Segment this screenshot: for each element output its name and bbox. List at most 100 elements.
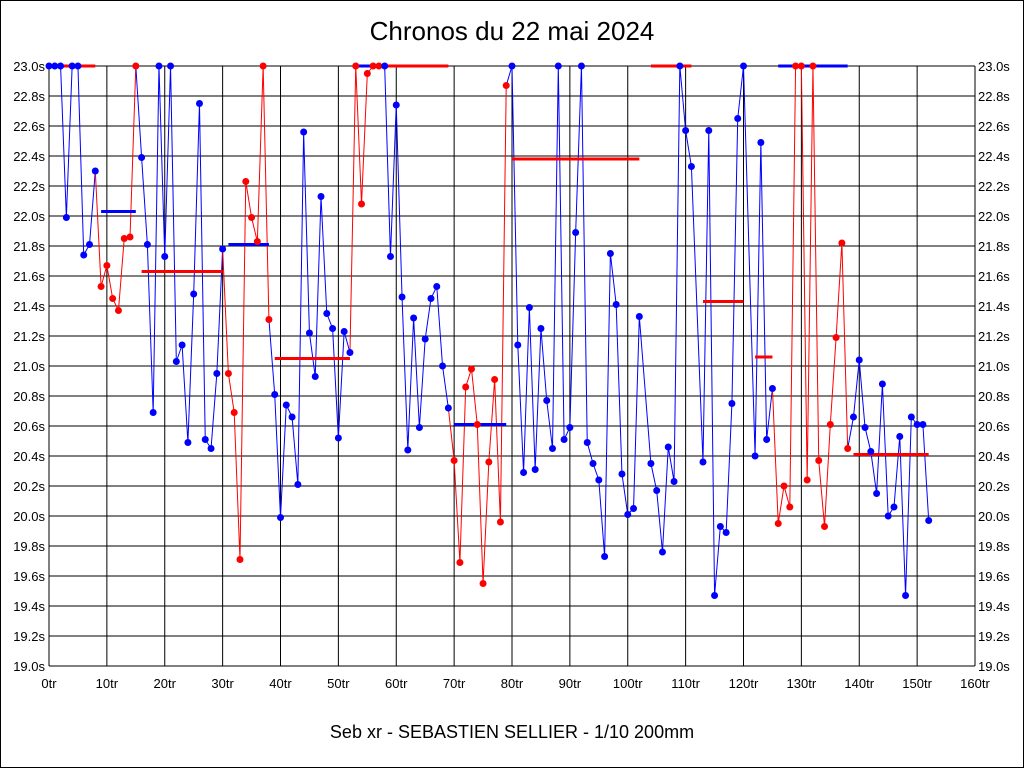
- lap-point: [271, 391, 279, 398]
- lap-point: [797, 62, 805, 70]
- lap-point: [740, 62, 747, 70]
- y-tick-label-right: 21.0s: [978, 359, 1010, 374]
- lap-point: [554, 62, 562, 70]
- lap-point: [844, 445, 852, 452]
- lap-point: [404, 446, 412, 454]
- lap-point: [207, 445, 215, 452]
- x-tick-label: 60tr: [385, 676, 408, 691]
- y-tick-label-right: 20.2s: [978, 479, 1010, 494]
- x-tick-label: 20tr: [154, 676, 177, 691]
- lap-point: [878, 380, 886, 388]
- y-tick-label-left: 20.2s: [13, 479, 45, 494]
- lap-point: [242, 178, 250, 185]
- lap-point: [294, 481, 302, 488]
- lap-point: [630, 505, 638, 512]
- lap-point: [410, 314, 418, 322]
- lap-point: [815, 457, 823, 464]
- lap-point: [768, 385, 776, 392]
- lap-point: [925, 517, 933, 524]
- lap-point: [219, 245, 227, 253]
- lap-point: [525, 304, 533, 311]
- lap-point: [543, 397, 551, 404]
- lap-point: [305, 329, 313, 337]
- lap-point: [363, 70, 371, 77]
- lap-point: [277, 514, 284, 521]
- lap-point: [537, 325, 545, 332]
- series-line-stint-11: [847, 359, 930, 596]
- lap-point: [676, 62, 684, 70]
- lap-point: [479, 580, 487, 587]
- lap-point: [699, 458, 707, 466]
- lap-point: [265, 316, 273, 323]
- lap-point: [635, 313, 643, 320]
- lap-point: [62, 214, 70, 221]
- lap-point: [884, 512, 892, 520]
- lap-point: [114, 307, 122, 314]
- y-tick-label-left: 19.6s: [13, 569, 45, 584]
- lap-point: [734, 115, 742, 122]
- lap-point: [491, 376, 499, 383]
- lap-point: [224, 370, 232, 377]
- lap-point: [508, 62, 516, 70]
- lap-point: [109, 295, 117, 302]
- lap-point: [583, 439, 591, 446]
- lap-point: [751, 452, 759, 460]
- y-tick-label-right: 23.0s: [978, 59, 1010, 74]
- y-tick-label-right: 20.6s: [978, 419, 1010, 434]
- y-tick-label-left: 22.2s: [13, 179, 45, 194]
- lap-point: [132, 62, 140, 70]
- series-line-stint-1: [49, 65, 96, 257]
- lap-point: [821, 523, 829, 530]
- lap-point: [601, 553, 609, 560]
- lap-point: [317, 193, 325, 200]
- lap-point: [392, 101, 400, 109]
- lap-point: [560, 436, 568, 443]
- lap-point: [658, 548, 666, 556]
- lap-point: [624, 511, 632, 518]
- lap-point: [809, 62, 817, 70]
- lap-point: [907, 413, 915, 421]
- x-tick-label: 90tr: [559, 676, 582, 691]
- lap-point: [161, 253, 169, 260]
- lap-point: [288, 413, 296, 421]
- y-tick-label-left: 21.2s: [13, 329, 45, 344]
- x-tick-label: 0tr: [41, 676, 57, 691]
- lap-point: [126, 233, 134, 241]
- lap-point: [902, 592, 910, 599]
- x-tick-label: 50tr: [327, 676, 350, 691]
- y-tick-label-left: 21.6s: [13, 269, 45, 284]
- chart-title: Chronos du 22 mai 2024: [369, 16, 655, 46]
- y-tick-label-right: 21.2s: [978, 329, 1010, 344]
- lap-point: [531, 466, 539, 473]
- lap-point: [178, 341, 186, 349]
- x-tick-label: 130tr: [787, 676, 817, 691]
- y-tick-label-right: 22.4s: [978, 149, 1010, 164]
- lap-point: [439, 362, 447, 370]
- lap-point: [97, 283, 105, 290]
- lap-point: [74, 62, 82, 70]
- x-tick-label: 100tr: [613, 676, 643, 691]
- lap-point: [311, 373, 319, 380]
- y-tick-label-right: 19.8s: [978, 539, 1010, 554]
- lap-point: [358, 200, 366, 208]
- lap-point: [606, 250, 614, 257]
- lap-point: [867, 448, 875, 455]
- lap-point: [687, 163, 695, 170]
- x-tick-label: 110tr: [671, 676, 700, 691]
- lap-point: [763, 436, 771, 443]
- lap-point: [838, 239, 846, 247]
- lap-point: [572, 229, 580, 236]
- lap-point: [381, 62, 389, 70]
- lap-point: [670, 478, 678, 485]
- lap-point: [398, 293, 406, 301]
- lap-point: [774, 520, 782, 527]
- chart-subtitle: Seb xr - SEBASTIEN SELLIER - 1/10 200mm: [329, 722, 695, 742]
- series-line-stint-4: [222, 65, 270, 560]
- lap-point: [786, 503, 794, 511]
- y-tick-label-right: 21.6s: [978, 269, 1010, 284]
- lap-point: [890, 503, 898, 511]
- y-tick-label-right: 20.0s: [978, 509, 1010, 524]
- lap-point: [473, 421, 481, 428]
- x-tick-label: 140tr: [844, 676, 874, 691]
- lap-point: [456, 559, 464, 566]
